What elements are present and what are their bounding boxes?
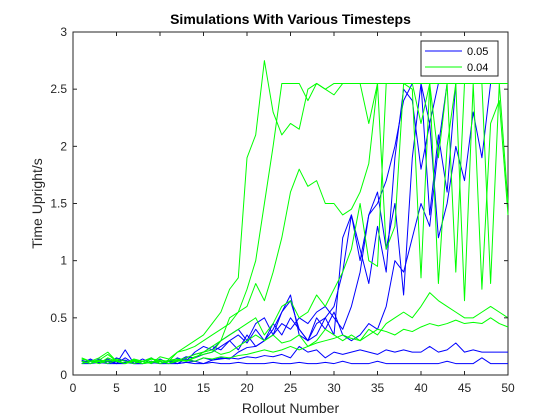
series-line-0-04-10 [81, 82, 509, 365]
legend: 0.05 0.04 [420, 40, 499, 77]
ticks-layer: 0 5 10 15 20 25 30 35 40 45 50 0 0.5 1 1.5 2 2.5 3 [50, 25, 515, 395]
series-line-0-04-11 [81, 292, 509, 365]
x-tick-label-0: 0 [70, 381, 77, 395]
x-axis-title: Rollout Number [242, 400, 340, 416]
legend-label-0-04: 0.04 [467, 62, 488, 74]
x-tick-label-40: 40 [414, 381, 428, 395]
legend-box [420, 40, 499, 77]
y-tick-label-0: 0 [60, 368, 67, 382]
x-tick-label-30: 30 [327, 381, 341, 395]
x-tick-label-35: 35 [371, 381, 385, 395]
x-tick-label-45: 45 [458, 381, 472, 395]
x-tick-label-10: 10 [153, 381, 167, 395]
series-line-0-04-12 [81, 317, 509, 365]
x-tick-label-20: 20 [240, 381, 254, 395]
series-layer [81, 60, 509, 365]
x-tick-label-15: 15 [197, 381, 211, 395]
y-tick-label-3: 3 [60, 25, 67, 39]
y-tick-label-2-5: 2.5 [50, 82, 67, 96]
y-tick-label-0-5: 0.5 [50, 311, 67, 325]
y-tick-label-1-5: 1.5 [50, 197, 67, 211]
y-tick-label-2: 2 [60, 139, 67, 153]
x-tick-label-5: 5 [113, 381, 120, 395]
x-tick-label-25: 25 [284, 381, 298, 395]
x-tick-label-50: 50 [501, 381, 515, 395]
y-axis-title: Time Upright/s [29, 158, 45, 249]
chart-title: Simulations With Various Timesteps [170, 11, 411, 27]
y-tick-label-1: 1 [60, 254, 67, 268]
series-line-0-04-9 [81, 82, 509, 365]
legend-label-0-05: 0.05 [467, 46, 488, 58]
